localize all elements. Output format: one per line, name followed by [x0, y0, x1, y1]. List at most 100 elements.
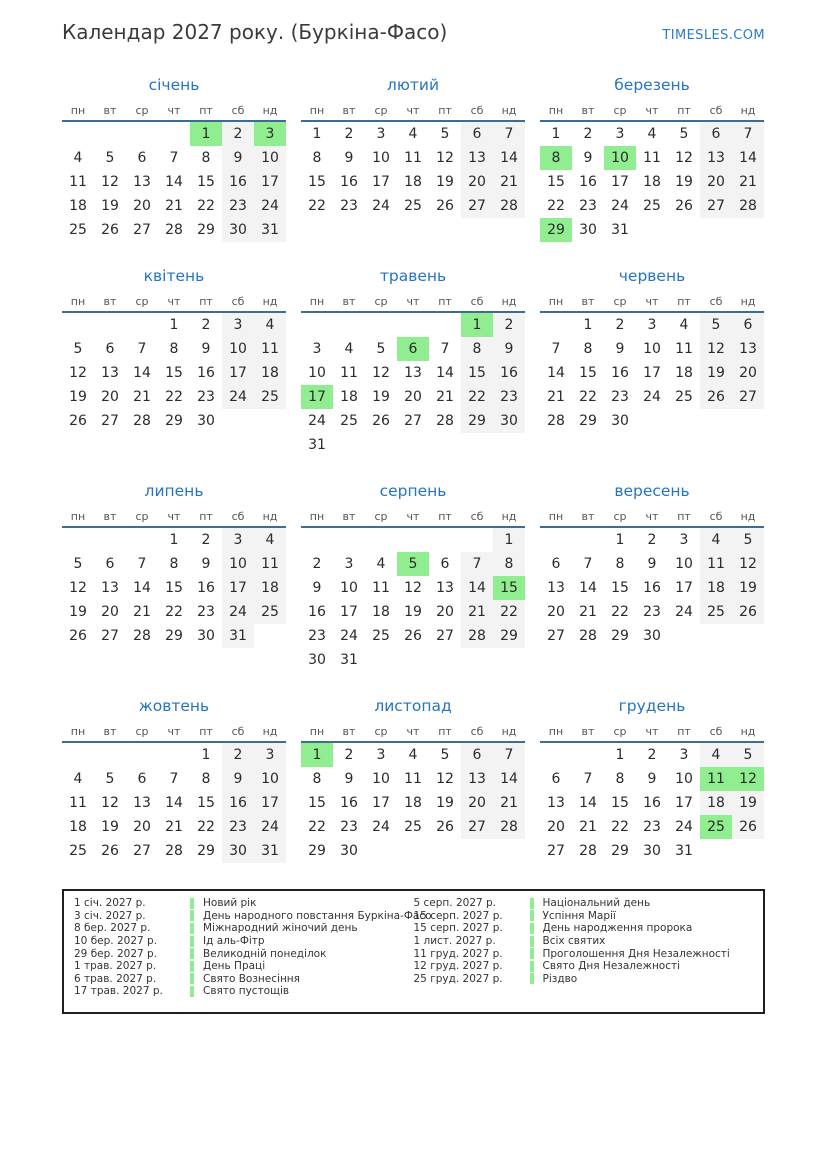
day-cell: 24 — [675, 604, 693, 620]
day-cell-empty — [365, 528, 397, 552]
legend-date: 1 січ. 2027 р. — [74, 897, 146, 910]
day-cell-empty — [540, 743, 572, 767]
day-cell: 27 — [404, 413, 422, 429]
week-row: 6 7 8 9 10 11 12 — [540, 552, 764, 576]
day-cell: 16 — [340, 174, 358, 190]
day-cell: 7 — [169, 150, 179, 166]
day-cell-empty — [700, 839, 732, 863]
weekday-label: ср — [613, 103, 627, 117]
legend-item: 17 трав. 2027 р. Свято пустощів — [74, 985, 414, 998]
day-cell: 28 — [732, 194, 764, 218]
day-cell: 12 — [436, 150, 454, 166]
legend-holiday-name: Свято Вознесіння — [203, 972, 300, 985]
day-cell-empty — [254, 624, 286, 648]
day-cell: 2 — [222, 122, 254, 146]
day-cell: 14 — [165, 174, 183, 190]
week-row: 22 23 24 25 26 27 28 — [301, 194, 525, 218]
holiday-day-cell: 11 — [700, 767, 732, 791]
day-cell: 28 — [165, 222, 183, 238]
month-block: квітень пн вт ср чт пт сб нд 1 2 3 4 5 6 7 8 9 10 11 12 13 14… — [62, 265, 286, 433]
day-cell: 10 — [254, 767, 286, 791]
day-cell: 2 — [344, 747, 354, 763]
day-cell: 15 — [165, 580, 183, 596]
day-cell: 29 — [165, 628, 183, 644]
day-cell-empty — [636, 409, 668, 433]
day-cell-empty — [62, 528, 94, 552]
legend-color-bar — [529, 897, 534, 909]
weekday-header: пн вт ср чт пт сб нд — [301, 100, 525, 122]
day-cell-empty — [94, 122, 126, 146]
day-cell-empty — [397, 313, 429, 337]
weekday-label: чт — [645, 294, 659, 308]
day-cell: 11 — [372, 580, 390, 596]
day-cell: 1 — [551, 126, 561, 142]
legend-item: 12 груд. 2027 р. Свято Дня Незалежності — [414, 960, 754, 973]
day-cell: 19 — [101, 819, 119, 835]
day-cell: 7 — [461, 552, 493, 576]
holiday-day-cell: 8 — [540, 146, 572, 170]
legend-date: 5 серп. 2027 р. — [413, 897, 497, 910]
week-row: 12 13 14 15 16 17 18 — [62, 361, 286, 385]
day-cell: 17 — [611, 174, 629, 190]
day-cell-empty — [461, 839, 493, 863]
week-row: 6 7 8 9 10 11 12 — [540, 767, 764, 791]
day-cell: 9 — [493, 337, 525, 361]
legend-color-bar — [190, 935, 194, 947]
day-cell: 29 — [493, 624, 525, 648]
weekday-label: нд — [262, 509, 278, 523]
day-cell: 14 — [579, 580, 597, 596]
day-cell: 9 — [201, 341, 211, 357]
week-row: 4 5 6 7 8 9 10 — [62, 767, 286, 791]
day-cell: 23 — [308, 628, 326, 644]
day-cell: 22 — [165, 604, 183, 620]
page-title: Календар 2027 року. (Буркіна-Фасо) — [62, 20, 448, 44]
day-cell-empty — [429, 839, 461, 863]
day-cell: 2 — [615, 317, 625, 333]
day-cell: 31 — [222, 624, 254, 648]
weekday-label: сб — [231, 103, 245, 117]
day-cell: 11 — [675, 341, 693, 357]
week-row: 19 20 21 22 23 24 25 — [62, 600, 286, 624]
day-cell: 28 — [547, 413, 565, 429]
site-link[interactable]: TIMESLES.COM — [662, 28, 765, 43]
day-cell: 4 — [408, 747, 418, 763]
day-cell: 27 — [700, 194, 732, 218]
day-cell: 8 — [312, 150, 322, 166]
month-title: березень — [614, 76, 690, 94]
week-row: 18 19 20 21 22 23 24 — [62, 194, 286, 218]
day-cell: 23 — [197, 389, 215, 405]
weekday-label: чт — [645, 724, 659, 738]
weekday-label: ср — [374, 103, 388, 117]
day-cell: 16 — [340, 795, 358, 811]
day-cell-empty — [636, 218, 668, 242]
day-cell: 17 — [675, 795, 693, 811]
day-cell: 14 — [579, 795, 597, 811]
day-cell: 16 — [493, 361, 525, 385]
legend-item: 29 бер. 2027 р. Великодній понеділок — [74, 947, 414, 960]
day-cell: 4 — [254, 528, 286, 552]
day-cell: 21 — [547, 389, 565, 405]
day-cell: 5 — [679, 126, 689, 142]
day-cell: 16 — [222, 170, 254, 194]
day-cell: 30 — [197, 628, 215, 644]
day-cell: 2 — [647, 532, 657, 548]
legend-date: 25 груд. 2027 р. — [413, 972, 503, 985]
month-block: березень пн вт ср чт пт сб нд 1 2 3 4 5 6 7 8 9 10 11 12 13 1… — [540, 74, 764, 242]
day-cell: 11 — [254, 337, 286, 361]
month-title: січень — [148, 76, 200, 94]
day-cell: 12 — [436, 771, 454, 787]
weekday-label: пн — [548, 724, 564, 738]
day-cell: 18 — [700, 576, 732, 600]
day-cell: 10 — [675, 556, 693, 572]
day-cell: 24 — [643, 389, 661, 405]
day-cell: 28 — [165, 843, 183, 859]
holiday-day-cell: 15 — [493, 576, 525, 600]
week-row: 14 15 16 17 18 19 20 — [540, 361, 764, 385]
weekday-label: пт — [438, 103, 452, 117]
day-cell: 8 — [615, 771, 625, 787]
legend-item: 3 січ. 2027 р. День народного повстання Б… — [74, 910, 432, 923]
day-cell: 13 — [436, 580, 454, 596]
week-row: 7 8 9 10 11 12 13 — [540, 337, 764, 361]
day-cell: 23 — [643, 819, 661, 835]
